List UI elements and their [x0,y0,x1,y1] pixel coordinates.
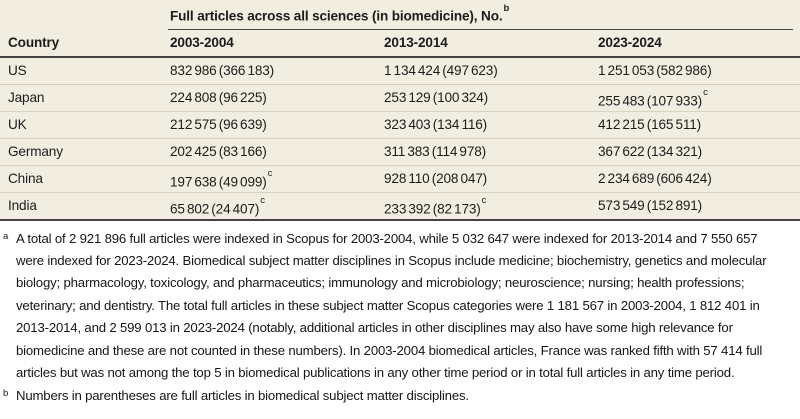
value-cell: 367 622 (134 321) [598,143,703,159]
footnote-b: b Numbers in parentheses are full article… [3,385,788,407]
country-cell: UK [8,116,27,132]
table-spanner-row: Full articles across all sciences (in bi… [0,2,800,30]
column-header-2003-2004: 2003-2004 [170,34,234,50]
value-cell: 212 575 (96 639) [170,116,267,132]
table-row: China 197 638 (49 099)c 928 110 (208 047) 2… [0,166,800,193]
country-cell: Germany [8,143,63,159]
country-cell: US [8,62,27,78]
value-cell: 202 425 (83 166) [170,143,267,159]
value-cell: 1 134 424 (497 623) [384,62,498,78]
value-cell: 224 808 (96 225) [170,89,267,105]
value-cell: 573 549 (152 891) [598,197,703,213]
value-cell: 928 110 (208 047) [384,170,488,186]
value-cell: 197 638 (49 099)c [170,168,273,190]
column-header-country: Country [8,34,60,50]
table-row: Germany 202 425 (83 166) 311 383 (114 978)… [0,139,800,166]
footnotes: a A total of 2 921 896 full articles were… [0,220,800,408]
table-row: Japan 224 808 (96 225) 253 129 (100 324) 25… [0,85,800,112]
value-cell: 412 215 (165 511) [598,116,702,132]
spanner-label: Full articles across all sciences (in bi… [170,8,503,24]
footnote-text: A total of 2 921 896 full articles were … [16,230,767,380]
footnote-marker-c: c [267,168,273,180]
footnote-marker-c: c [481,195,487,207]
country-cell: India [8,197,37,213]
footnote-marker-c: c [703,87,708,99]
table-row: India 65 802 (24 407)c 233 392 (82 173)c 57… [0,193,800,221]
value-cell: 832 986 (366 183) [170,62,275,78]
data-table: Full articles across all sciences (in bi… [0,0,800,221]
value-cell: 323 403 (134 116) [384,116,488,132]
table-header-row: Country 2003-2004 2013-2014 2023-2024 [0,30,800,58]
table-row: US 832 986 (366 183) 1 134 424 (497 623) 1 … [0,58,800,85]
value-cell: 255 483 (107 933)c [598,87,708,109]
spanner-spacer [0,4,162,30]
footnote-marker-b: b [503,2,510,14]
table-body: US 832 986 (366 183) 1 134 424 (497 623) 1 … [0,58,800,221]
value-cell: 2 234 689 (606 424) [598,170,712,186]
value-cell: 253 129 (100 324) [384,89,489,105]
column-header-2023-2024: 2023-2024 [598,34,662,50]
country-cell: China [8,170,43,186]
table-row: UK 212 575 (96 639) 323 403 (134 116) 412 2… [0,112,800,139]
value-cell: 65 802 (24 407)c [170,195,265,217]
footnote-a: a A total of 2 921 896 full articles were… [3,228,788,385]
footnote-letter-b: b [3,388,9,400]
column-header-2013-2014: 2013-2014 [384,34,448,50]
country-cell: Japan [8,89,45,105]
value-cell: 1 251 053 (582 986) [598,62,712,78]
footnote-marker-c: c [260,195,265,207]
value-cell: 311 383 (114 978) [384,143,487,159]
footnote-text: Numbers in parentheses are full articles… [16,388,469,404]
value-cell: 233 392 (82 173)c [384,195,487,217]
footnote-letter-a: a [3,230,9,242]
table-spanner-header: Full articles across all sciences (in bi… [168,2,793,30]
